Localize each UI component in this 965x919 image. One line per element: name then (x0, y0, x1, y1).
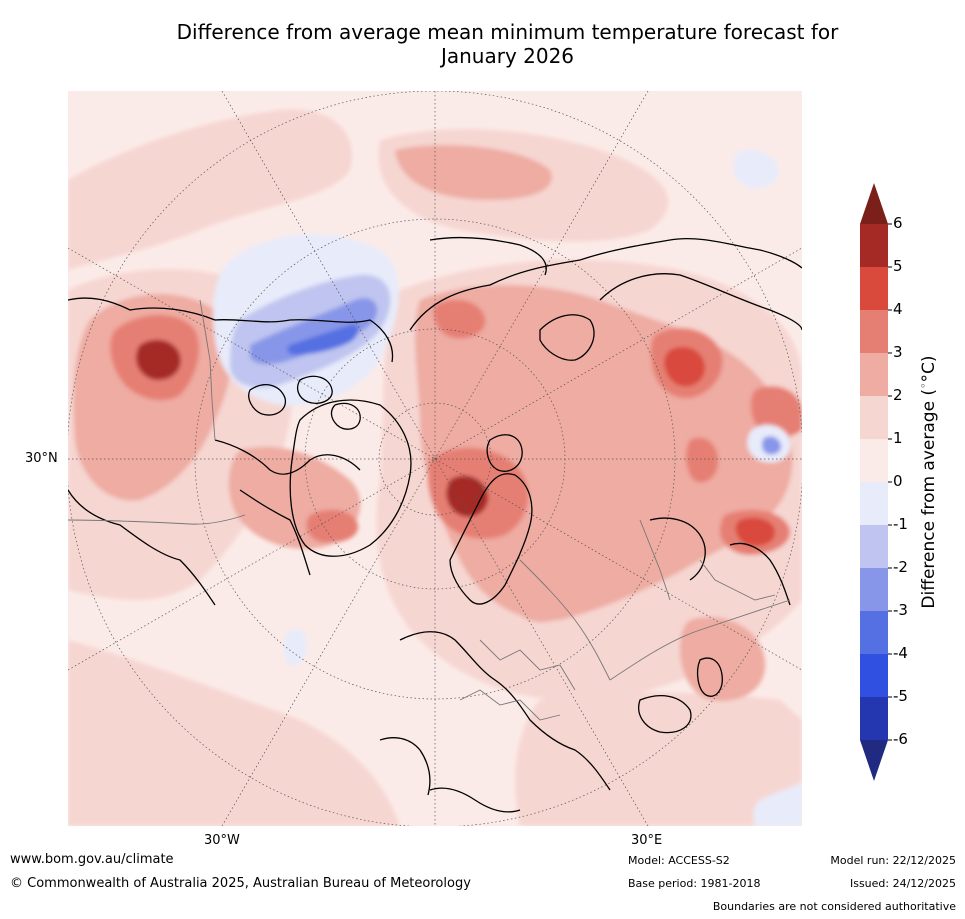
boundary-asia-2 (639, 519, 671, 601)
graticule-meridian-30e (221, 91, 649, 826)
colorbar-segment (860, 439, 888, 482)
anomaly-region-alaska-peak (135, 339, 181, 380)
anomaly-region-siberia-peak (664, 346, 705, 387)
colorbar-segment (860, 482, 888, 525)
anomaly-region-atlantic (68, 109, 352, 271)
colorbar-tick-label: -1 (893, 515, 908, 533)
colorbar-segment (860, 568, 888, 611)
map-title: Difference from average mean minimum tem… (95, 20, 920, 68)
footer-issued: Issued: 24/12/2025 (849, 877, 956, 890)
coastline-svalbard-novaya-zemlya (486, 314, 595, 472)
latitude-label-30n: 30°N (25, 451, 58, 466)
longitude-label-30e: 30°E (631, 833, 663, 848)
colorbar-segment (860, 525, 888, 568)
footer-copyright: © Commonwealth of Australia 2025, Austra… (10, 876, 471, 891)
colorbar-segment (860, 611, 888, 654)
colorbar-tick-label: -6 (893, 730, 908, 748)
colorbar-segment (860, 353, 888, 396)
footer-disclaimer: Boundaries are not considered authoritat… (712, 900, 956, 913)
anomaly-region-canada-arctic-colder (250, 298, 378, 365)
boundary-russia-south (609, 599, 791, 681)
coastline-asia-pacific (599, 273, 802, 606)
boundary-asia-1 (699, 559, 776, 601)
colorbar-title-unit: °C (918, 362, 939, 383)
footer-website-link[interactable]: www.bom.gov.au/climate (10, 852, 174, 867)
colorbar-underflow-triangle (860, 740, 888, 781)
anomaly-region-svalbard-hot (433, 299, 486, 339)
colorbar-tick-label: 6 (893, 214, 903, 232)
colorbar-title-prefix: Difference from average ( (918, 388, 939, 609)
colorbar-segment (860, 310, 888, 353)
coastline-black-caspian (638, 657, 723, 734)
coastline-canadian-archipelago (248, 375, 361, 430)
colorbar-segment (860, 267, 888, 310)
colorbar-tick-label: -3 (893, 601, 908, 619)
map-area (68, 91, 802, 826)
graticule-circle-80n (378, 402, 492, 516)
boundary-usa-canada (68, 514, 246, 525)
footer-model-run: Model run: 22/12/2025 (830, 854, 956, 867)
boundary-russia-west (519, 559, 611, 681)
colorbar (860, 183, 892, 781)
footer-model: Model: ACCESS-S2 (628, 854, 730, 867)
colorbar-segment (860, 224, 888, 267)
colorbar-tick-label: -4 (893, 644, 908, 662)
graticule-meridian-60e (68, 247, 802, 671)
colorbar-segments (860, 224, 888, 740)
anomaly-region-greenland-hot (306, 509, 359, 543)
colorbar-tick-label: -5 (893, 687, 908, 705)
coastlines (68, 236, 802, 813)
anomaly-region-mongolia-peak (735, 517, 775, 546)
boundary-alaska (199, 299, 216, 441)
colorbar-segment (860, 654, 888, 697)
anomaly-region-central-asia-hot (686, 437, 719, 483)
anomaly-region-canada-arctic-coldest (287, 324, 359, 355)
colorbar-tick-label: 5 (893, 257, 903, 275)
coastline-scandinavia (449, 473, 533, 605)
colorbar-overflow-triangle (860, 183, 888, 224)
graticule-meridian-60w (68, 247, 802, 671)
coastline-europe (379, 631, 611, 813)
colorbar-tick-label: 1 (893, 429, 903, 447)
map-title-line-2: January 2026 (440, 44, 575, 68)
anomaly-region-atlantic-cool (283, 629, 308, 667)
anomaly-region-scandinavia-peak (446, 475, 489, 517)
colorbar-tick-label: 2 (893, 386, 903, 404)
anomaly-region-tibet-cold (761, 436, 782, 455)
coastline-eurasia-arctic (409, 236, 802, 331)
boundary-europe-2 (459, 689, 561, 721)
anomaly-region-middle-east (515, 692, 802, 826)
map-title-line-1: Difference from average mean minimum tem… (176, 20, 839, 44)
colorbar-title-suffix: ) (918, 355, 939, 363)
anomaly-region-caspian-warm (680, 616, 766, 701)
colorbar-tick-label: 4 (893, 300, 903, 318)
footer-base-period: Base period: 1981-2018 (628, 877, 761, 890)
colorbar-tick-label: 0 (893, 472, 903, 490)
graticule (68, 91, 802, 826)
colorbar-tick-marks (888, 223, 892, 741)
colorbar-segment (860, 697, 888, 740)
colorbar-tick-label: -2 (893, 558, 908, 576)
colorbar-segment (860, 396, 888, 439)
anomaly-region-arctic-warm (395, 145, 552, 200)
anomaly-region-siberia-hot-2 (750, 386, 802, 438)
anomaly-region-north-russia-warm (511, 559, 576, 623)
anomaly-region-arabia-cool (753, 780, 802, 826)
boundary-europe-1 (479, 639, 576, 691)
country-boundaries (68, 299, 791, 721)
anomaly-region-southern-band (68, 640, 400, 826)
anomaly-region-north-pacific-cool (732, 149, 779, 189)
longitude-label-30w: 30°W (204, 833, 240, 848)
coastline-greenland (289, 399, 412, 557)
coastline-north-america (68, 297, 394, 606)
colorbar-title: Difference from average (◦°C) (917, 355, 939, 609)
colorbar-tick-label: 3 (893, 343, 903, 361)
